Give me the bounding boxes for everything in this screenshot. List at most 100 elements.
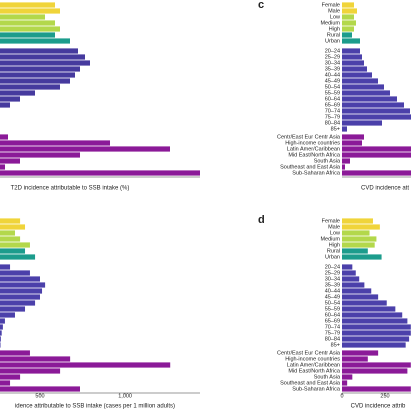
panel <box>0 218 171 392</box>
bar <box>0 276 40 282</box>
y-tick-label: 35–39 <box>325 282 340 288</box>
bar <box>342 66 367 72</box>
y-tick-label: Medium <box>320 236 340 242</box>
y-tick-label: Rural <box>327 248 340 254</box>
bar <box>0 102 10 108</box>
bar <box>342 356 368 362</box>
bar <box>342 20 356 26</box>
y-tick-label: 20–24 <box>325 48 340 54</box>
y-tick-label: South Asia <box>314 374 341 380</box>
x-tick-label: 500 <box>35 393 44 399</box>
y-tick-label: 25–29 <box>325 54 340 60</box>
y-tick-label: 50–54 <box>325 84 340 90</box>
y-tick-label: 70–74 <box>325 324 340 330</box>
bar <box>0 20 55 26</box>
bar <box>342 8 357 14</box>
bar <box>342 380 348 386</box>
bar <box>342 158 350 164</box>
bar <box>342 318 408 324</box>
x-axis-label: CVD incidence att <box>361 186 409 192</box>
y-tick-label: 55–59 <box>325 90 340 96</box>
y-tick-label: 65–69 <box>325 318 340 324</box>
bar <box>342 218 373 224</box>
bar <box>0 270 30 276</box>
bar <box>342 38 360 44</box>
bar <box>342 134 364 140</box>
y-tick-label: Male <box>328 8 340 14</box>
y-tick-label: Latin Amer/Caribbean <box>287 146 340 152</box>
bar <box>342 336 410 342</box>
bar <box>0 336 1 342</box>
bar <box>342 32 352 38</box>
y-tick-label: 40–44 <box>325 288 340 294</box>
bar <box>342 152 411 158</box>
x-tick-label: 1,000 <box>118 393 132 399</box>
panel-letter: c <box>258 0 264 11</box>
bar <box>0 32 55 38</box>
bar <box>342 288 372 294</box>
bar <box>342 60 364 66</box>
bar <box>0 386 80 392</box>
bar <box>342 224 380 230</box>
y-tick-label: 30–34 <box>325 60 340 66</box>
y-tick-label: Southeast and East Asia <box>280 164 341 170</box>
bar <box>0 90 35 96</box>
bar <box>342 264 353 270</box>
y-tick-label: 50–54 <box>325 300 340 306</box>
bar <box>0 306 26 312</box>
bar <box>342 362 411 368</box>
bar <box>0 350 30 356</box>
bar <box>0 66 80 72</box>
y-tick-label: Centr/East Eur Centr Asia <box>277 350 341 356</box>
bar <box>0 134 8 140</box>
y-tick-label: Latin Amer/Caribbean <box>287 362 340 368</box>
y-tick-label: Centr/East Eur Centr Asia <box>277 134 341 140</box>
y-tick-label: 80–84 <box>325 120 340 126</box>
y-tick-label: 20–24 <box>325 264 340 270</box>
y-tick-label: Mid East/North Africa <box>288 368 341 374</box>
y-tick-label: Urban <box>325 254 340 260</box>
bar <box>342 270 356 276</box>
bar <box>0 362 171 368</box>
y-tick-label: Southeast and East Asia <box>280 380 341 386</box>
bar <box>342 102 404 108</box>
bar <box>342 248 368 254</box>
bar <box>342 330 411 336</box>
y-tick-label: Low <box>330 230 340 236</box>
bar <box>0 96 20 102</box>
panel <box>342 218 411 392</box>
bar <box>342 306 396 312</box>
bar <box>342 26 354 32</box>
y-tick-label: High <box>329 26 340 32</box>
y-tick-label: 40–44 <box>325 72 340 78</box>
bar <box>0 8 60 14</box>
y-tick-label: Sub-Saharan Africa <box>292 386 341 392</box>
bar <box>342 294 379 300</box>
panel <box>0 2 200 176</box>
bar <box>0 48 78 54</box>
bar <box>0 248 26 254</box>
bar <box>0 312 15 318</box>
bar <box>0 368 61 374</box>
y-tick-label: 60–64 <box>325 96 340 102</box>
x-tick-label: 0 <box>340 393 343 399</box>
y-tick-label: 85+ <box>331 126 340 132</box>
bar <box>342 342 406 348</box>
y-tick-label: 60–64 <box>325 312 340 318</box>
bar <box>0 72 75 78</box>
y-tick-label: 75–79 <box>325 114 340 120</box>
bar <box>342 146 411 152</box>
bar <box>342 90 390 96</box>
bar <box>0 288 43 294</box>
bar <box>342 54 362 60</box>
bar <box>0 170 200 176</box>
bar <box>342 72 372 78</box>
bar <box>342 350 379 356</box>
x-axis-label: idence attributable to SSB intake (cases… <box>15 404 175 410</box>
y-tick-label: 25–29 <box>325 270 340 276</box>
y-tick-label: 55–59 <box>325 306 340 312</box>
bar <box>0 242 30 248</box>
bar <box>342 374 353 380</box>
x-tick-label: 250 <box>380 393 389 399</box>
bar <box>0 60 90 66</box>
